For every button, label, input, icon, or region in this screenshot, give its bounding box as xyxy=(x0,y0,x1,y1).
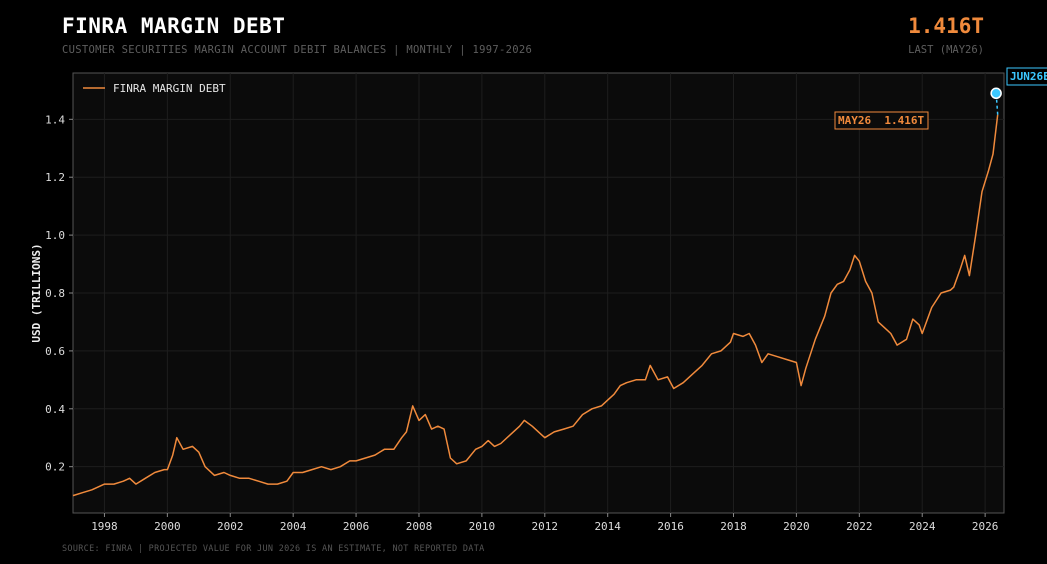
series-line-finra-margin-debt xyxy=(72,114,999,497)
x-tick-label: 2022 xyxy=(846,520,873,533)
x-tick-label: 2018 xyxy=(720,520,747,533)
y-tick-label: 0.6 xyxy=(45,345,65,358)
y-tick-label: 0.2 xyxy=(45,461,65,474)
chart-title: FINRA MARGIN DEBT xyxy=(62,14,286,38)
source-note: SOURCE: FINRA | PROJECTED VALUE FOR JUN … xyxy=(62,544,485,554)
x-tick-label: 1998 xyxy=(91,520,118,533)
x-tick-label: 2006 xyxy=(343,520,370,533)
y-tick-label: 0.8 xyxy=(45,287,65,300)
x-tick-label: 2010 xyxy=(469,520,496,533)
x-tick-label: 2000 xyxy=(154,520,181,533)
y-axis-ticks: 0.2 0.4 0.6 0.8 1.0 1.2 1.4 xyxy=(45,113,73,474)
y-tick-label: 0.4 xyxy=(45,403,65,416)
projection-label-box xyxy=(1006,67,1047,86)
annotation-box xyxy=(834,111,929,130)
x-tick-label: 2026 xyxy=(972,520,999,533)
x-tick-label: 2020 xyxy=(783,520,810,533)
x-tick-label: 2004 xyxy=(280,520,307,533)
x-tick-label: 2014 xyxy=(594,520,621,533)
gridlines xyxy=(73,73,1004,513)
x-tick-label: 2012 xyxy=(532,520,559,533)
x-tick-label: 2024 xyxy=(909,520,936,533)
x-axis-ticks: 1998 2000 2002 2004 2006 2008 2010 2012 2014 2016… xyxy=(91,513,998,533)
y-tick-label: 1.0 xyxy=(45,229,65,242)
projection-point xyxy=(990,87,1002,100)
legend-label: FINRA MARGIN DEBT xyxy=(113,82,226,95)
y-tick-label: 1.2 xyxy=(45,171,65,184)
annotation-text: MAY26 1.416T xyxy=(838,114,924,127)
legend: FINRA MARGIN DEBT xyxy=(83,82,226,95)
x-tick-label: 2002 xyxy=(217,520,244,533)
last-value-label: LAST (MAY26) xyxy=(908,44,984,56)
y-tick-label: 1.4 xyxy=(45,113,65,126)
y-axis-label: USD (TRILLIONS) xyxy=(30,243,43,342)
x-tick-label: 2008 xyxy=(406,520,433,533)
last-value-annotation: MAY26 1.416T xyxy=(834,111,929,130)
projection-label-text: JUN26E xyxy=(1010,70,1047,83)
last-value: 1.416T xyxy=(908,14,984,38)
x-tick-label: 2016 xyxy=(657,520,684,533)
projection-label: JUN26E xyxy=(1006,67,1047,86)
chart-subtitle: CUSTOMER SECURITIES MARGIN ACCOUNT DEBIT… xyxy=(62,44,533,56)
